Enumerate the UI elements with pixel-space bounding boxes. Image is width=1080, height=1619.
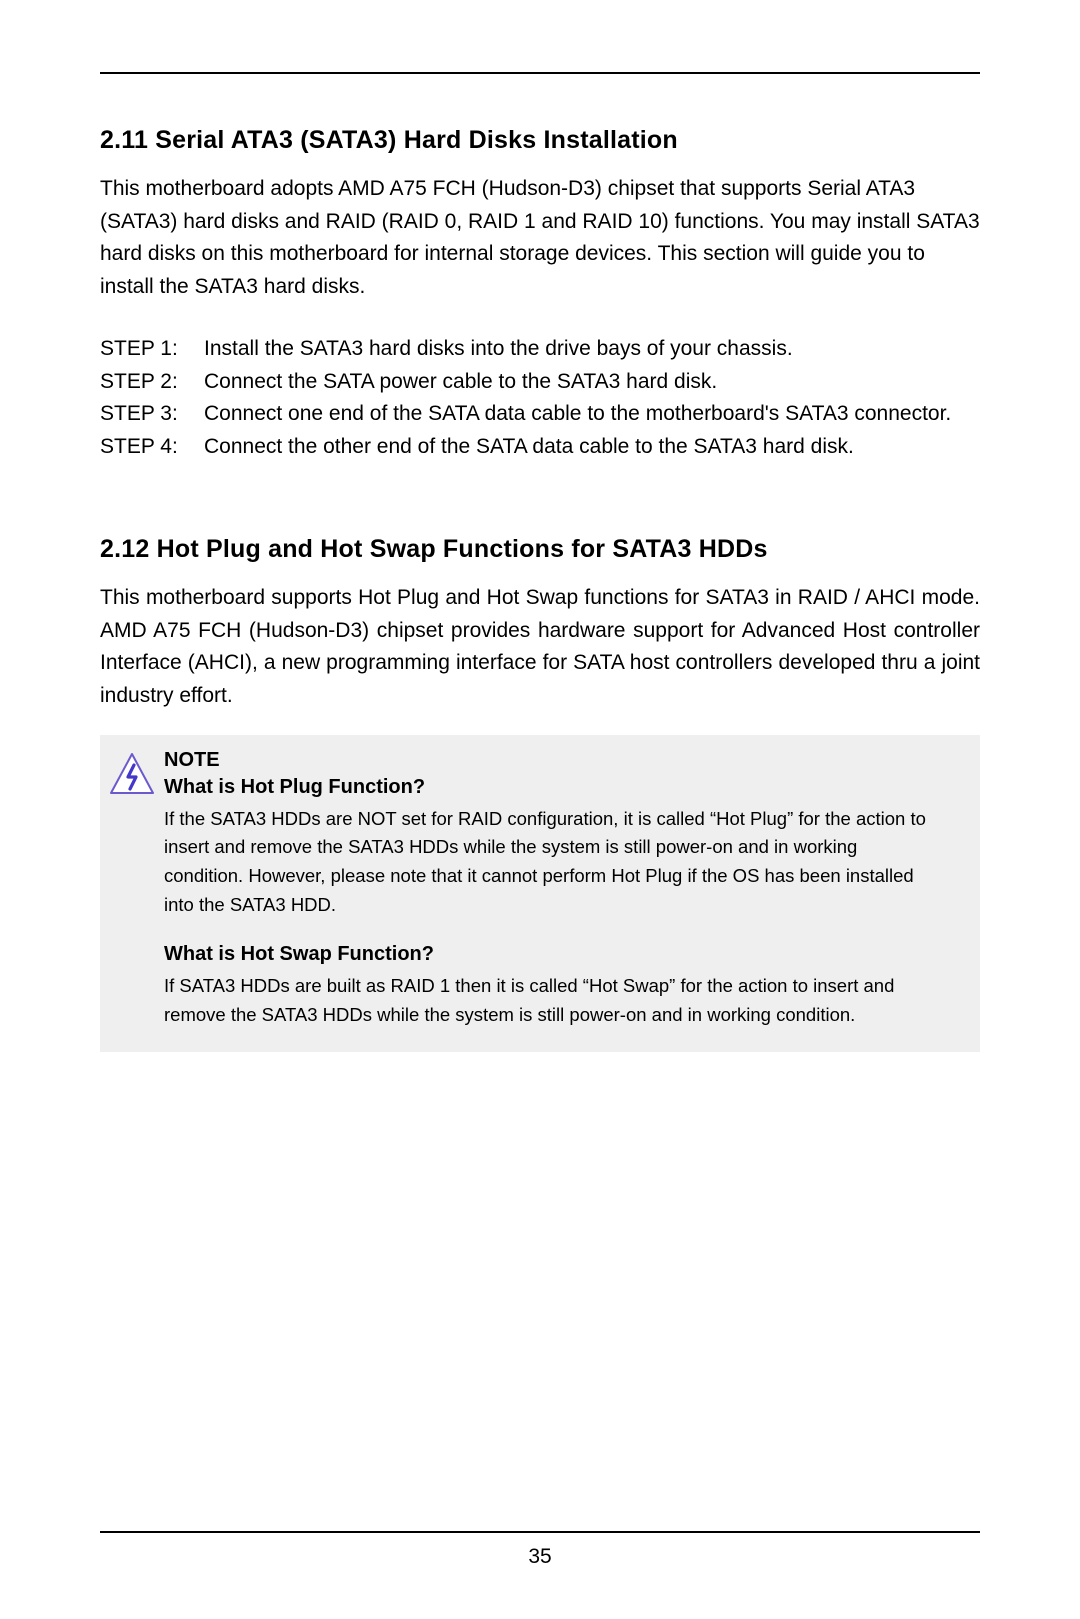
step-text: Connect one end of the SATA data cable t… xyxy=(204,398,980,431)
section-heading-2-11: 2.11 Serial ATA3 (SATA3) Hard Disks Inst… xyxy=(100,126,980,155)
note-icon-col xyxy=(100,749,164,1030)
note-q2-title: What is Hot Swap Function? xyxy=(164,943,962,966)
top-rule xyxy=(100,72,980,74)
page-number: 35 xyxy=(0,1545,1080,1569)
note-box: NOTE What is Hot Plug Function? If the S… xyxy=(100,735,980,1052)
warning-bolt-icon xyxy=(108,751,156,1030)
step-row: STEP 3: Connect one end of the SATA data… xyxy=(100,398,980,431)
note-q1-body: If the SATA3 HDDs are NOT set for RAID c… xyxy=(164,805,962,920)
note-spacer xyxy=(164,919,962,939)
section-body-2-11: This motherboard adopts AMD A75 FCH (Hud… xyxy=(100,173,980,303)
step-label: STEP 1: xyxy=(100,333,204,366)
bottom-rule xyxy=(100,1531,980,1533)
step-label: STEP 2: xyxy=(100,366,204,399)
step-label: STEP 3: xyxy=(100,398,204,431)
step-text: Connect the SATA power cable to the SATA… xyxy=(204,366,980,399)
steps-list: STEP 1: Install the SATA3 hard disks int… xyxy=(100,333,980,463)
step-row: STEP 2: Connect the SATA power cable to … xyxy=(100,366,980,399)
step-text: Install the SATA3 hard disks into the dr… xyxy=(204,333,980,366)
note-title: NOTE xyxy=(164,749,962,772)
page: 2.11 Serial ATA3 (SATA3) Hard Disks Inst… xyxy=(0,0,1080,1619)
step-row: STEP 1: Install the SATA3 hard disks int… xyxy=(100,333,980,366)
note-q2-body: If SATA3 HDDs are built as RAID 1 then i… xyxy=(164,972,962,1029)
note-content: NOTE What is Hot Plug Function? If the S… xyxy=(164,749,962,1030)
step-row: STEP 4: Connect the other end of the SAT… xyxy=(100,431,980,464)
section-heading-2-12: 2.12 Hot Plug and Hot Swap Functions for… xyxy=(100,535,980,564)
note-q1-title: What is Hot Plug Function? xyxy=(164,776,962,799)
section-body-2-12: This motherboard supports Hot Plug and H… xyxy=(100,582,980,712)
step-text: Connect the other end of the SATA data c… xyxy=(204,431,980,464)
step-label: STEP 4: xyxy=(100,431,204,464)
